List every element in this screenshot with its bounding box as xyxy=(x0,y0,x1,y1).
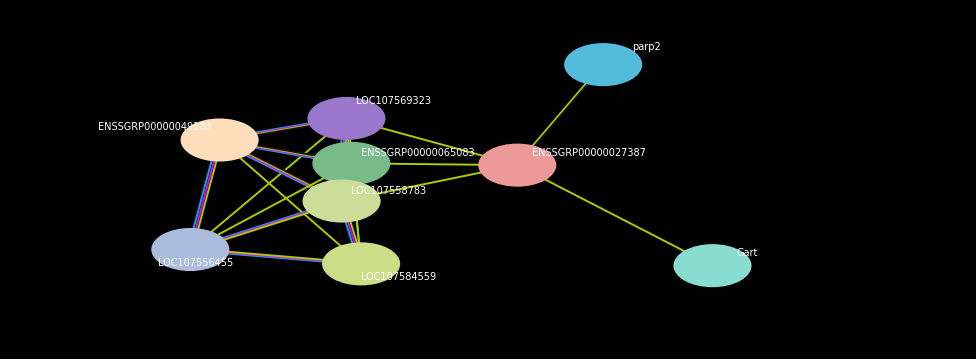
Ellipse shape xyxy=(307,97,386,140)
Text: parp2: parp2 xyxy=(632,42,661,52)
Ellipse shape xyxy=(312,142,390,185)
Text: Gart: Gart xyxy=(737,248,758,258)
Text: LOC107569323: LOC107569323 xyxy=(356,95,431,106)
Ellipse shape xyxy=(478,144,556,187)
Text: ENSSGRP00000027387: ENSSGRP00000027387 xyxy=(532,148,646,158)
Ellipse shape xyxy=(673,244,752,287)
Text: ENSSGRP00000065083: ENSSGRP00000065083 xyxy=(361,148,474,158)
Ellipse shape xyxy=(181,118,259,162)
Text: LOC107558783: LOC107558783 xyxy=(351,186,427,196)
Text: LOC107584559: LOC107584559 xyxy=(361,272,436,282)
Ellipse shape xyxy=(322,242,400,285)
Ellipse shape xyxy=(303,180,381,223)
Text: ENSSGRP00000049183: ENSSGRP00000049183 xyxy=(98,122,211,132)
Text: LOC107556455: LOC107556455 xyxy=(158,258,233,268)
Ellipse shape xyxy=(564,43,642,86)
Ellipse shape xyxy=(151,228,229,271)
